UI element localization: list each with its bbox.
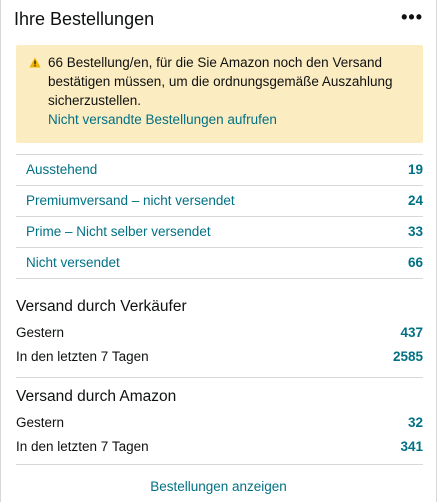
alert-message: 66 Bestellung/en, für die Sie Amazon noc… [48,55,393,108]
status-row-label: Ausstehend [26,162,98,177]
status-row-label: Nicht versendet [26,255,120,270]
section-title: Versand durch Verkäufer [16,298,187,315]
status-row-count: 19 [407,162,423,177]
status-row-prime-not-self-shipped[interactable]: Prime – Nicht selber versendet 33 [16,216,423,247]
row-count-link[interactable]: 437 [400,325,423,340]
row-label: Gestern [16,325,65,340]
widget-header: Ihre Bestellungen ••• [14,7,423,33]
row-label: In den letzten 7 Tagen [16,349,149,364]
amazon-fulfilled-section: Versand durch Amazon Gestern 32 In den l… [16,387,423,461]
more-options-icon[interactable]: ••• [401,7,423,27]
row-count-link[interactable]: 341 [400,439,423,454]
row-count-link[interactable]: 32 [407,415,423,430]
status-row-unshipped[interactable]: Nicht versendet 66 [16,247,423,278]
section-title: Versand durch Amazon [16,388,177,405]
status-row-count: 66 [407,255,423,270]
seller-last-7-days-row: In den letzten 7 Tagen 2585 [16,347,423,371]
orders-widget: Ihre Bestellungen ••• 66 Bestellung/en, … [0,0,437,502]
status-row-pending[interactable]: Ausstehend 19 [16,154,423,185]
seller-fulfilled-section: Versand durch Verkäufer Gestern 437 In d… [16,297,423,371]
order-status-list: Ausstehend 19 Premiumversand – nicht ver… [16,154,423,279]
status-row-count: 24 [407,193,423,208]
amazon-yesterday-row: Gestern 32 [16,413,423,437]
row-label: In den letzten 7 Tagen [16,439,149,454]
status-row-label: Premiumversand – nicht versendet [26,193,235,208]
status-row-count: 33 [407,224,423,239]
unshipped-alert: 66 Bestellung/en, für die Sie Amazon noc… [16,45,423,143]
seller-yesterday-row: Gestern 437 [16,323,423,347]
row-label: Gestern [16,415,65,430]
divider [16,377,423,378]
divider [16,278,423,279]
status-row-label: Prime – Nicht selber versendet [26,224,211,239]
divider [16,464,423,465]
view-orders-link[interactable]: Bestellungen anzeigen [150,479,287,494]
widget-title: Ihre Bestellungen [14,9,155,29]
view-unshipped-orders-link[interactable]: Nicht versandte Bestellungen aufrufen [48,112,277,127]
amazon-last-7-days-row: In den letzten 7 Tagen 341 [16,437,423,461]
status-row-premium-unshipped[interactable]: Premiumversand – nicht versendet 24 [16,185,423,216]
warning-icon [29,57,41,68]
row-count-link[interactable]: 2585 [392,349,423,364]
